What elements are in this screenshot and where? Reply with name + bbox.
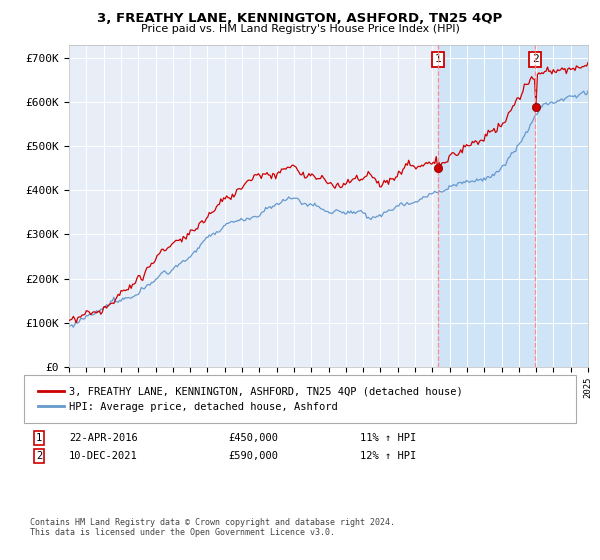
Text: £450,000: £450,000 <box>228 433 278 443</box>
Text: 10-DEC-2021: 10-DEC-2021 <box>69 451 138 461</box>
Text: 3, FREATHY LANE, KENNINGTON, ASHFORD, TN25 4QP: 3, FREATHY LANE, KENNINGTON, ASHFORD, TN… <box>97 12 503 25</box>
Legend: 3, FREATHY LANE, KENNINGTON, ASHFORD, TN25 4QP (detached house), HPI: Average pr: 3, FREATHY LANE, KENNINGTON, ASHFORD, TN… <box>35 383 466 415</box>
Text: 1: 1 <box>36 433 42 443</box>
Text: 11% ↑ HPI: 11% ↑ HPI <box>360 433 416 443</box>
FancyBboxPatch shape <box>24 375 576 423</box>
Text: £590,000: £590,000 <box>228 451 278 461</box>
Bar <box>438 45 588 367</box>
Text: Price paid vs. HM Land Registry's House Price Index (HPI): Price paid vs. HM Land Registry's House … <box>140 24 460 34</box>
Text: 12% ↑ HPI: 12% ↑ HPI <box>360 451 416 461</box>
Text: 2: 2 <box>532 54 539 64</box>
Text: Contains HM Land Registry data © Crown copyright and database right 2024.
This d: Contains HM Land Registry data © Crown c… <box>30 518 395 538</box>
Text: 2: 2 <box>36 451 42 461</box>
Text: 22-APR-2016: 22-APR-2016 <box>69 433 138 443</box>
Text: 1: 1 <box>434 54 441 64</box>
